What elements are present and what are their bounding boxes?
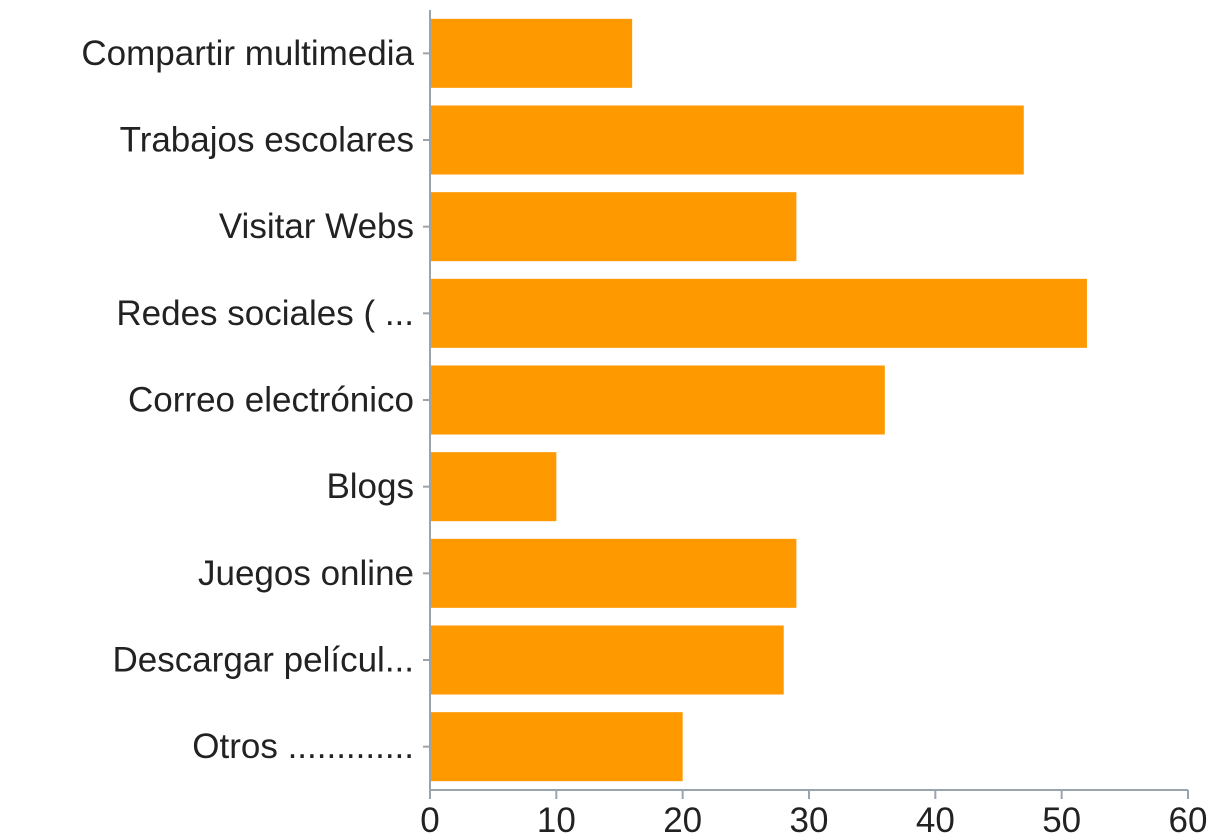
bar-4 xyxy=(430,278,1087,348)
x-tick-label: 30 xyxy=(790,801,829,836)
category-label: Blogs xyxy=(326,467,414,506)
x-tick-label: 10 xyxy=(537,801,576,836)
x-tick-label: 60 xyxy=(1169,801,1208,836)
category-label: Correo electrónico xyxy=(128,381,414,420)
bar-7 xyxy=(430,538,797,608)
bar-2 xyxy=(430,105,1024,175)
x-tick-label: 20 xyxy=(663,801,702,836)
x-tick-label: 0 xyxy=(420,801,439,836)
category-label: Otros ............. xyxy=(192,727,414,766)
category-label: Redes sociales ( ... xyxy=(116,294,414,333)
bar-1 xyxy=(430,18,633,88)
x-tick-label: 50 xyxy=(1042,801,1081,836)
category-label: Visitar Webs xyxy=(219,207,414,246)
category-label: Trabajos escolares xyxy=(120,121,414,160)
bar-6 xyxy=(430,452,557,522)
bars-group xyxy=(430,18,1087,782)
bar-3 xyxy=(430,192,797,262)
x-tick-label: 40 xyxy=(916,801,955,836)
category-labels-group: Compartir multimedia Trabajos escolares Vi… xyxy=(81,34,414,766)
category-label: Descargar películ... xyxy=(112,641,414,680)
bar-9 xyxy=(430,712,683,782)
bar-8 xyxy=(430,625,784,695)
category-label: Compartir multimedia xyxy=(81,34,414,73)
bar-5 xyxy=(430,365,885,435)
x-ticks-group: 0 10 20 30 40 50 60 xyxy=(420,790,1207,836)
category-label: Juegos online xyxy=(198,554,414,593)
